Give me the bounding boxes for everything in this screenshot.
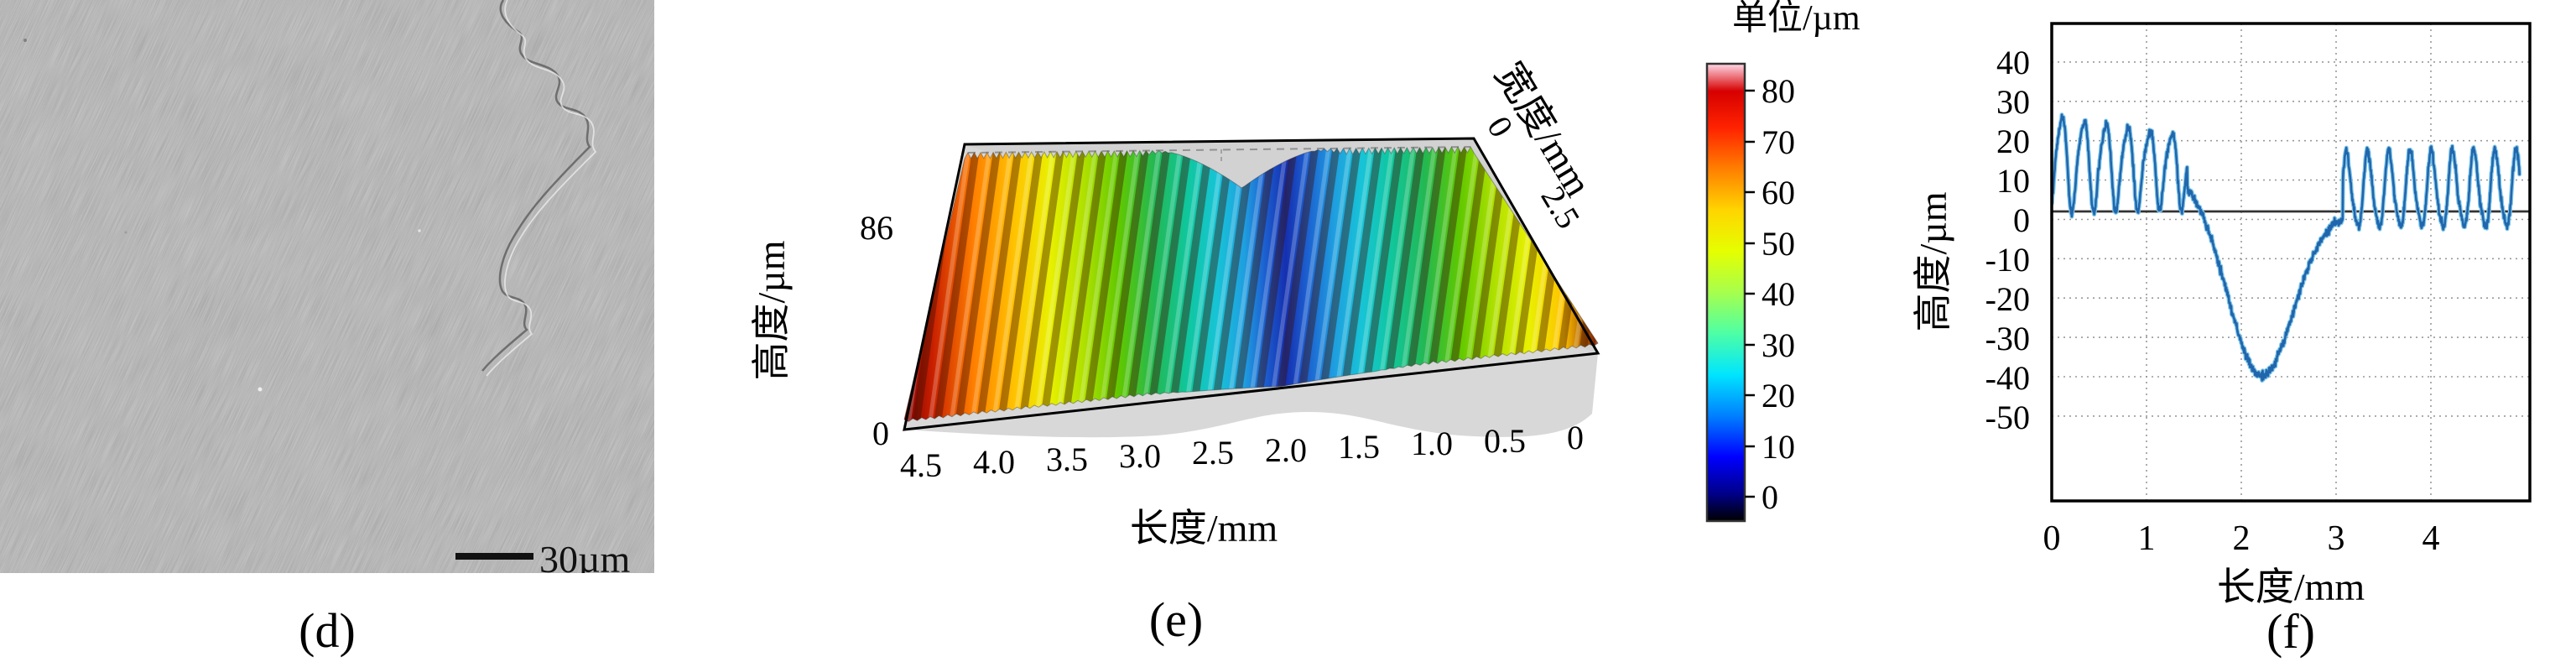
svg-text:1.0: 1.0 [1411, 425, 1453, 462]
svg-text:3: 3 [2328, 519, 2345, 558]
svg-text:1.5: 1.5 [1338, 428, 1380, 466]
svg-text:2.5: 2.5 [1192, 434, 1234, 472]
svg-text:-20: -20 [1985, 280, 2030, 318]
svg-text:0.5: 0.5 [1484, 422, 1526, 460]
svg-text:单位/µm: 单位/µm [1732, 0, 1860, 38]
svg-text:10: 10 [1762, 428, 1795, 466]
svg-text:-40: -40 [1985, 359, 2030, 397]
svg-text:长度/mm: 长度/mm [2217, 566, 2365, 608]
svg-text:0: 0 [1762, 478, 1778, 516]
svg-text:2.0: 2.0 [1265, 431, 1307, 469]
svg-text:(f): (f) [2266, 604, 2315, 659]
svg-text:0: 0 [1567, 419, 1584, 456]
svg-text:60: 60 [1762, 174, 1795, 211]
svg-text:高度/µm: 高度/µm [750, 240, 793, 380]
svg-text:长度/mm: 长度/mm [1130, 507, 1278, 550]
svg-text:20: 20 [1762, 377, 1795, 414]
svg-text:-50: -50 [1985, 399, 2030, 436]
svg-text:1: 1 [2138, 519, 2156, 558]
svg-text:30: 30 [1996, 83, 2030, 121]
svg-text:0: 0 [2043, 519, 2061, 558]
svg-text:3.5: 3.5 [1046, 440, 1088, 478]
svg-text:2: 2 [2233, 519, 2251, 558]
svg-text:0: 0 [2013, 201, 2030, 239]
svg-text:高度/µm: 高度/µm [1912, 191, 1954, 331]
svg-text:(e): (e) [1149, 592, 1203, 647]
svg-text:4.5: 4.5 [900, 446, 942, 484]
svg-text:0: 0 [872, 414, 889, 452]
svg-text:3.0: 3.0 [1119, 437, 1161, 475]
svg-text:86: 86 [860, 209, 893, 247]
svg-text:-30: -30 [1985, 320, 2030, 357]
svg-text:10: 10 [1996, 162, 2030, 200]
svg-text:-10: -10 [1985, 241, 2030, 279]
svg-text:80: 80 [1762, 72, 1795, 110]
svg-text:30: 30 [1762, 326, 1795, 364]
svg-text:4: 4 [2422, 519, 2440, 558]
svg-text:70: 70 [1762, 123, 1795, 161]
svg-text:20: 20 [1996, 122, 2030, 160]
svg-text:4.0: 4.0 [973, 443, 1015, 481]
svg-text:40: 40 [1996, 44, 2030, 81]
svg-text:50: 50 [1762, 225, 1795, 263]
svg-text:30µm: 30µm [539, 538, 631, 573]
svg-text:40: 40 [1762, 275, 1795, 313]
